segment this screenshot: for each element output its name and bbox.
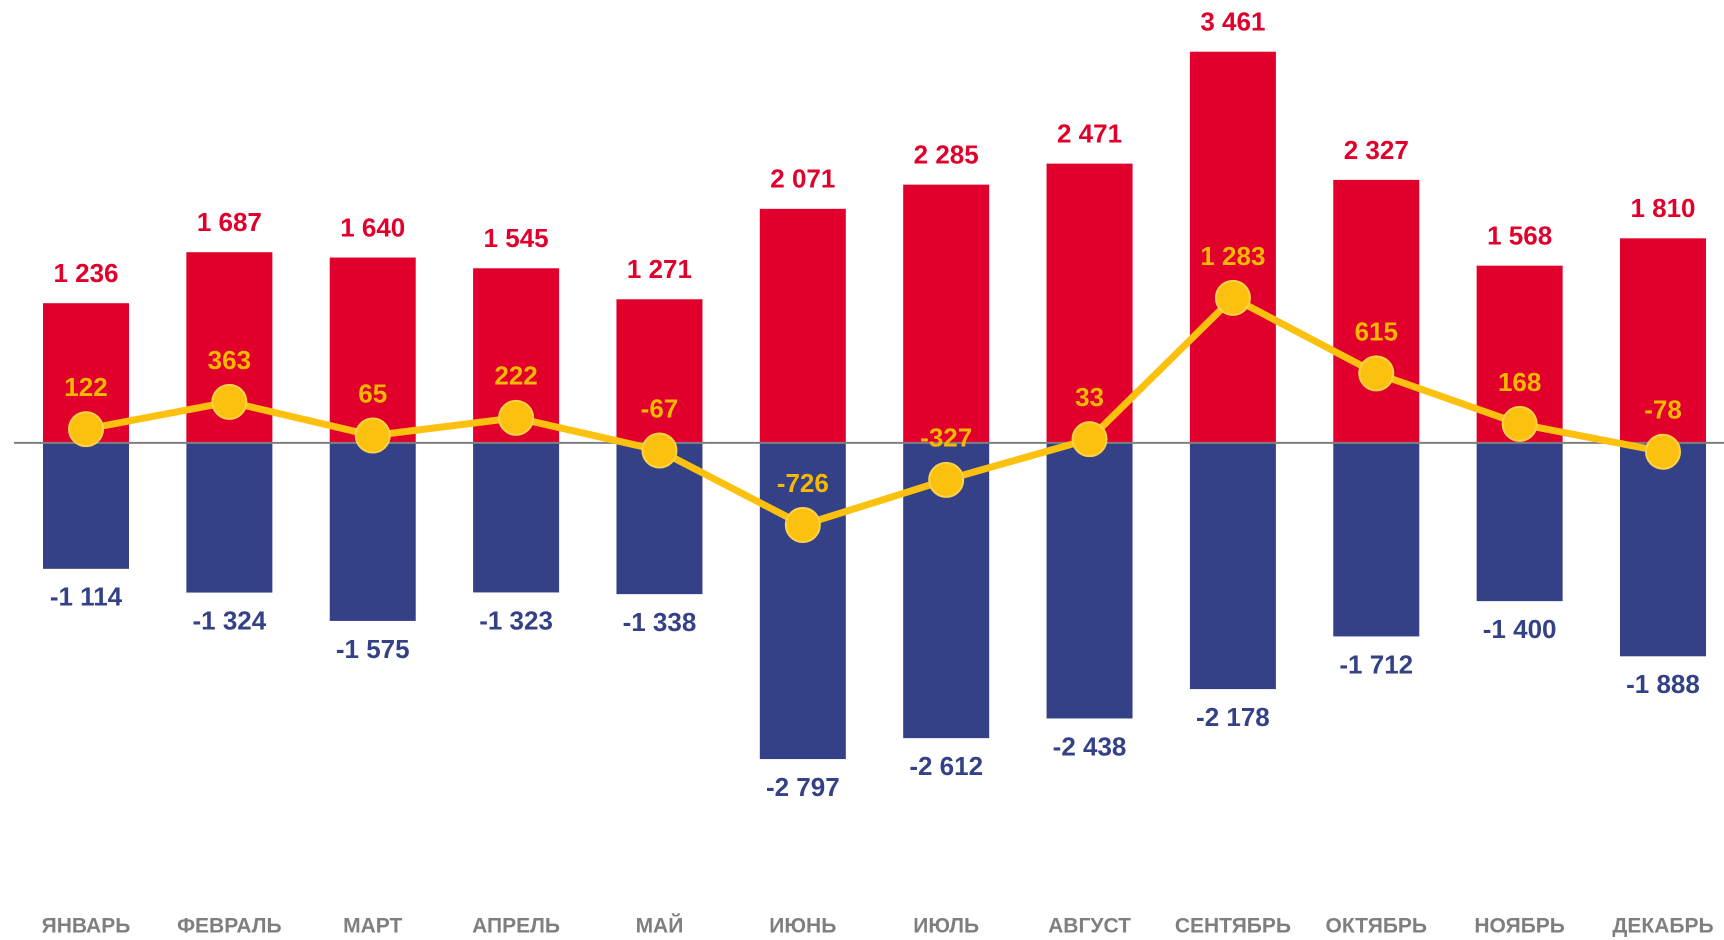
line-value-label: 615 — [1355, 316, 1398, 346]
bar — [1189, 442, 1276, 690]
value-label: -1 324 — [192, 605, 266, 635]
value-label: -1 575 — [336, 634, 410, 664]
line-marker — [1071, 421, 1108, 458]
value-label: 1 271 — [627, 254, 692, 284]
bar — [759, 442, 846, 760]
line-marker — [1501, 405, 1538, 442]
line-marker — [68, 411, 104, 448]
x-tick-label: МАРТ — [343, 915, 402, 938]
line-value-label: -78 — [1644, 395, 1682, 425]
value-label: -2 178 — [1196, 702, 1270, 732]
bar — [1046, 163, 1133, 443]
x-tick-label: ЯНВАРЬ — [42, 915, 131, 938]
line-marker — [928, 461, 965, 498]
bar — [1333, 179, 1420, 443]
line-value-label: 33 — [1075, 382, 1104, 412]
line-value-label: 65 — [358, 378, 387, 408]
line-value-label: 363 — [208, 345, 251, 375]
bar — [1046, 442, 1133, 719]
bar — [43, 442, 129, 569]
value-label: 2 285 — [914, 140, 979, 170]
line-value-label: -726 — [777, 468, 829, 498]
value-label: -1 400 — [1483, 614, 1557, 644]
value-label: 1 568 — [1487, 221, 1552, 251]
value-label: 1 640 — [340, 212, 405, 242]
value-label: 2 071 — [770, 164, 835, 194]
bar — [329, 257, 416, 443]
bar — [759, 208, 846, 443]
line-value-label: 122 — [64, 372, 107, 402]
value-label: -1 888 — [1626, 669, 1700, 699]
value-label: 1 545 — [484, 223, 549, 253]
value-label: -1 323 — [479, 605, 553, 635]
line-marker — [1645, 433, 1681, 470]
value-label: 2 327 — [1344, 135, 1409, 165]
x-tick-label: АВГУСТ — [1048, 915, 1131, 938]
x-tick-label: МАЙ — [636, 914, 684, 938]
line-marker — [1214, 279, 1251, 316]
line-value-label: 168 — [1498, 367, 1541, 397]
bar — [473, 442, 560, 593]
bar — [616, 299, 703, 443]
line-marker — [211, 383, 248, 420]
bar — [1620, 238, 1706, 443]
line-value-label: 222 — [494, 361, 537, 391]
bar — [903, 184, 990, 443]
value-label: 1 687 — [197, 207, 262, 237]
line-value-label: -67 — [641, 393, 679, 423]
value-label: -2 612 — [909, 751, 983, 781]
x-tick-label: ИЮНЬ — [769, 915, 836, 938]
bar — [1189, 51, 1276, 443]
bar — [1476, 442, 1563, 602]
line-marker — [784, 506, 821, 543]
value-label: -2 438 — [1053, 731, 1127, 761]
value-label: -1 712 — [1339, 649, 1413, 679]
x-tick-label: СЕНТЯБРЬ — [1175, 915, 1291, 938]
value-label: 3 461 — [1200, 7, 1265, 37]
line-marker — [498, 399, 535, 436]
line-marker — [1358, 355, 1395, 392]
bar — [186, 442, 273, 593]
line-marker — [354, 417, 391, 454]
bar — [329, 442, 416, 621]
line-value-label: 1 283 — [1200, 241, 1265, 271]
x-tick-label: ФЕВРАЛЬ — [177, 915, 282, 938]
x-tick-label: ОКТЯБРЬ — [1326, 915, 1428, 938]
x-tick-label: ИЮЛЬ — [913, 915, 979, 938]
value-label: -2 797 — [766, 772, 840, 802]
bar — [1333, 442, 1420, 637]
value-label: -1 114 — [50, 582, 123, 612]
value-label: 2 471 — [1057, 118, 1122, 148]
bar — [1620, 442, 1706, 657]
line-value-label: -327 — [920, 423, 972, 453]
x-tick-label: АПРЕЛЬ — [472, 915, 560, 938]
value-label: 1 236 — [53, 258, 118, 288]
x-tick-label: НОЯБРЬ — [1474, 915, 1565, 938]
line-marker — [641, 432, 678, 469]
x-tick-label: ДЕКАБРЬ — [1612, 915, 1713, 938]
value-label: 1 810 — [1630, 193, 1695, 223]
value-label: -1 338 — [623, 607, 697, 637]
line — [85, 294, 1664, 529]
